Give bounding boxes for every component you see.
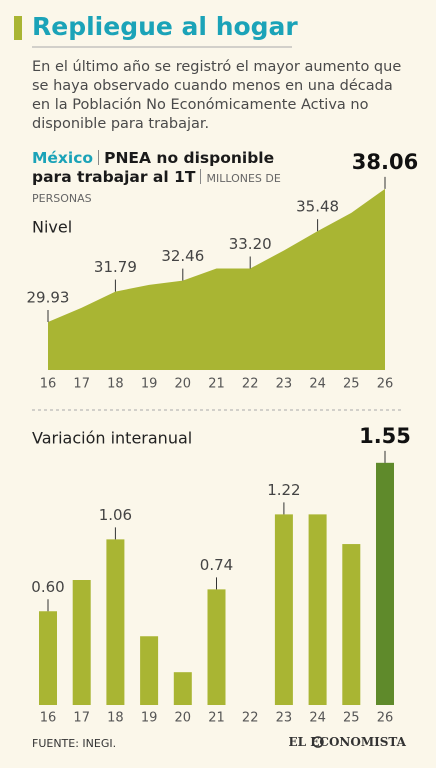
- bar: [106, 539, 125, 705]
- x-tick-label: 25: [343, 711, 360, 726]
- bar: [207, 589, 226, 705]
- brand-logo: [312, 736, 324, 748]
- value-label: 31.79: [94, 258, 137, 276]
- chart-subtitle: Variación interanual: [32, 429, 192, 448]
- value-label: 38.06: [352, 150, 418, 174]
- x-tick-label: 21: [208, 711, 225, 726]
- bar: [308, 514, 327, 705]
- x-tick-label: 26: [377, 377, 394, 392]
- title-accent: [14, 16, 22, 40]
- x-tick-label: 17: [73, 711, 90, 726]
- x-tick-label: 21: [208, 377, 225, 392]
- country: México: [32, 149, 94, 167]
- measure: PNEA no disponible para trabajar al 1T: [32, 149, 275, 186]
- value-label: 1.55: [359, 424, 411, 448]
- bar: [342, 544, 361, 705]
- value-label: 29.93: [27, 289, 70, 307]
- x-tick-label: 18: [107, 711, 124, 726]
- chart-subtitle: Nivel: [32, 218, 72, 237]
- x-tick-label: 22: [242, 377, 259, 392]
- x-tick-label: 23: [276, 377, 293, 392]
- bar: [173, 672, 192, 705]
- separator: [200, 169, 202, 184]
- bar: [72, 580, 91, 705]
- x-tick-label: 26: [377, 711, 394, 726]
- x-tick-label: 16: [40, 711, 57, 726]
- x-tick-label: 23: [276, 711, 293, 726]
- chart-header: México PNEA no disponible para trabajar a…: [32, 149, 300, 208]
- unit: MILLONES DE PERSONAS: [32, 172, 281, 205]
- value-label: 33.20: [229, 235, 272, 253]
- brand: EL ECONOMISTA: [288, 735, 406, 749]
- x-tick-label: 16: [40, 377, 57, 392]
- source: FUENTE: INEGI.: [32, 737, 117, 750]
- x-tick-label: 18: [107, 377, 124, 392]
- x-tick-label: 22: [242, 711, 259, 726]
- title: Repliegue al hogar: [32, 12, 298, 41]
- x-tick-label: 17: [73, 377, 90, 392]
- bar: [140, 636, 159, 705]
- subtitle: En el último año se registró el mayor au…: [32, 59, 402, 132]
- x-tick-label: 25: [343, 377, 360, 392]
- value-label: 35.48: [296, 198, 339, 216]
- bar: [274, 514, 293, 705]
- value-label: 32.46: [161, 247, 204, 265]
- x-tick-label: 19: [141, 377, 158, 392]
- x-tick-label: 24: [309, 377, 326, 392]
- bar: [39, 611, 57, 705]
- area: [48, 188, 385, 370]
- x-tick-label: 20: [175, 377, 192, 392]
- separator: [98, 150, 100, 165]
- bar: [376, 462, 394, 705]
- x-tick-label: 19: [141, 711, 158, 726]
- value-label: 0.60: [31, 578, 64, 596]
- value-label: 1.22: [267, 481, 300, 499]
- value-label: 0.74: [200, 556, 233, 574]
- x-tick-label: 20: [175, 711, 192, 726]
- x-tick-label: 24: [309, 711, 326, 726]
- value-label: 1.06: [99, 506, 132, 524]
